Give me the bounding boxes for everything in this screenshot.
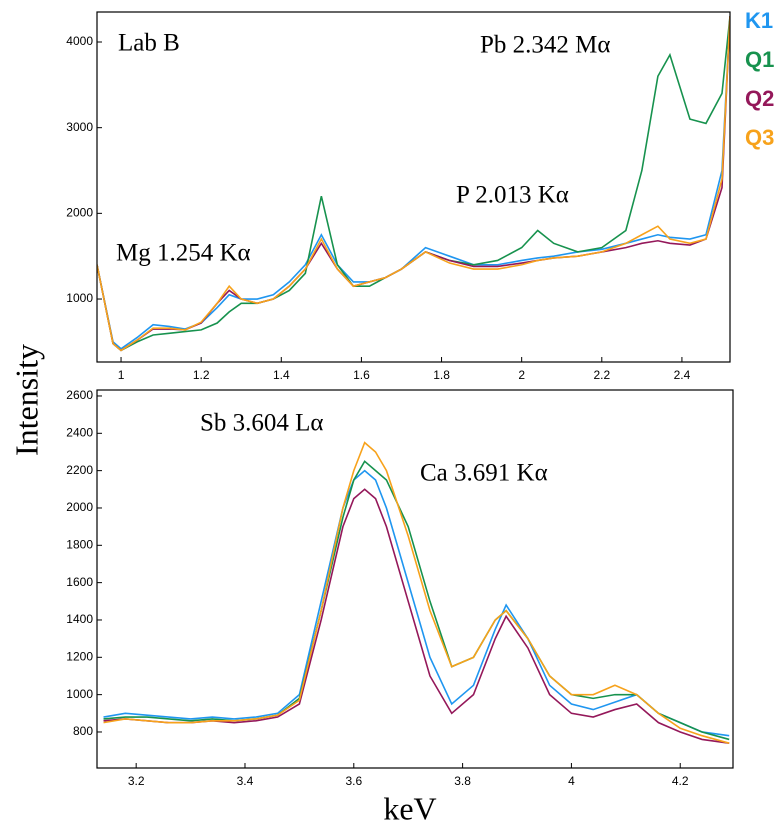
x-tick-label: 1.6: [353, 368, 370, 382]
y-tick-label: 2400: [66, 425, 93, 439]
series-line: [97, 16, 730, 350]
x-tick-label: 1.4: [273, 368, 290, 382]
legend-entry: Q1: [745, 47, 774, 72]
annotation: P 2.013 Kα: [456, 182, 569, 209]
y-tick-label: 2000: [66, 500, 93, 514]
x-tick-label: 4: [568, 774, 575, 788]
y-tick-label: 4000: [66, 34, 93, 48]
annotation: Pb 2.342 Mα: [480, 32, 610, 59]
x-tick-label: 1: [118, 368, 125, 382]
y-tick-label: 800: [73, 724, 93, 738]
y-tick-label: 1000: [66, 687, 93, 701]
plot-frame: [96, 389, 734, 769]
legend-entry: Q3: [745, 125, 774, 150]
series-line: [97, 16, 730, 352]
y-tick-label: 3000: [66, 120, 93, 134]
x-tick-label: 2.4: [674, 368, 691, 382]
y-tick-label: 1600: [66, 575, 93, 589]
series-line: [103, 460, 730, 741]
annotation: Sb 3.604 Lα: [200, 410, 324, 437]
x-tick-label: 3.6: [345, 774, 362, 788]
series-line: [103, 441, 730, 744]
y-tick-label: 1800: [66, 537, 93, 551]
annotation: Mg 1.254 Kα: [116, 240, 251, 267]
x-tick-label: 2.2: [593, 368, 610, 382]
y-tick-label: 1000: [66, 291, 93, 305]
plot-frame: [96, 11, 731, 363]
plot-area: [103, 441, 730, 744]
y-tick-label: 1400: [66, 612, 93, 626]
y-tick-label: 2600: [66, 388, 93, 402]
x-tick-label: 3.4: [237, 774, 254, 788]
series-line: [97, 16, 730, 352]
x-tick-label: 3.2: [128, 774, 145, 788]
y-axis-label: Intensity: [8, 344, 44, 456]
y-tick-label: 2000: [66, 206, 93, 220]
x-tick-label: 3.8: [454, 774, 471, 788]
annotation: Ca 3.691 Kα: [420, 460, 548, 487]
legend-entry: Q2: [745, 86, 774, 111]
y-tick-label: 2200: [66, 463, 93, 477]
x-tick-label: 1.8: [433, 368, 450, 382]
legend-entry: K1: [745, 8, 773, 33]
series-line: [103, 469, 730, 737]
series-line: [103, 488, 730, 744]
y-tick-label: 1200: [66, 649, 93, 663]
x-tick-label: 1.2: [193, 368, 210, 382]
plot-area: [97, 16, 730, 352]
series-line: [97, 16, 730, 352]
x-tick-label: 4.2: [672, 774, 689, 788]
x-axis-label: keV: [383, 790, 436, 826]
x-tick-label: 2: [518, 368, 525, 382]
annotation: Lab B: [118, 30, 180, 57]
